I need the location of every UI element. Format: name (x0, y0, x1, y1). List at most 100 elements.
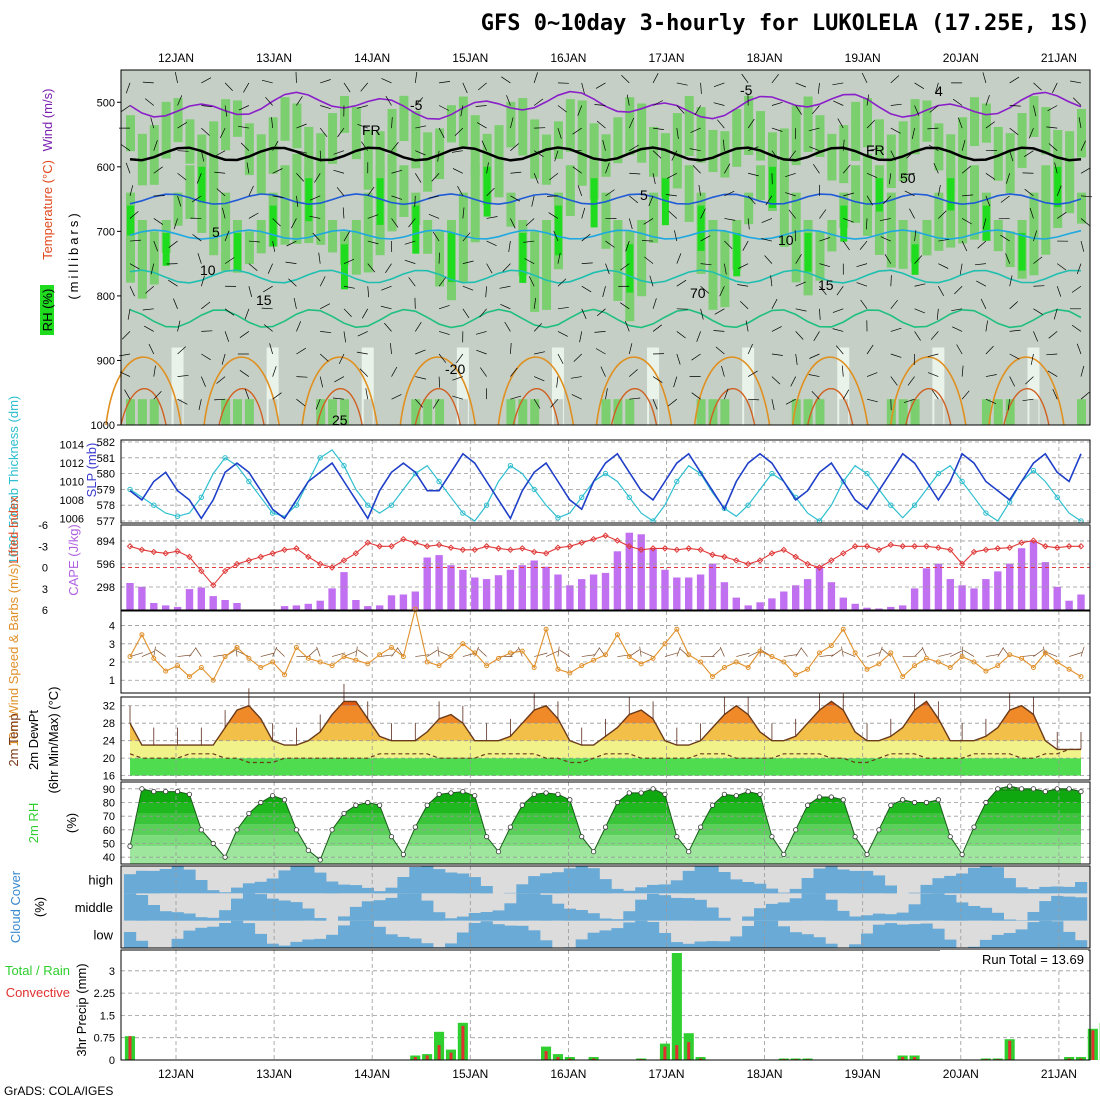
rh-area (387, 153, 397, 232)
temp-band (130, 758, 1081, 776)
rh-area (946, 134, 956, 193)
cloud-bar (635, 899, 648, 921)
thickness-marker (317, 455, 323, 461)
cloud-bar (575, 866, 588, 894)
wind10-barb (1033, 649, 1044, 657)
wind-barb (865, 218, 868, 230)
cloud-bar (433, 869, 446, 894)
lifted-marker (245, 557, 253, 564)
isotherm-label: 15 (256, 292, 272, 308)
rh-area (185, 399, 195, 425)
cloud-bar (254, 894, 267, 921)
wind-barb (481, 140, 487, 151)
rh-marker (579, 834, 585, 840)
rh-marker (424, 802, 430, 808)
cloud-bar (730, 879, 743, 894)
wind-barb (177, 150, 189, 152)
wind-barb (742, 240, 749, 251)
wind-barb (438, 127, 445, 138)
rh-marker (246, 810, 252, 817)
rh-area (232, 100, 242, 137)
wind-barb (927, 372, 939, 377)
lifted-marker (542, 550, 550, 557)
cloud-bar (504, 903, 517, 921)
cloud-bar (611, 888, 624, 894)
pressure-tick-label: 500 (97, 97, 115, 109)
cloud-bar (231, 920, 244, 948)
wind-barb (315, 399, 321, 410)
wind-barb (956, 344, 963, 355)
rh-area-dark (1018, 232, 1026, 271)
wind10-marker (151, 655, 157, 661)
rh-area (839, 399, 849, 425)
rh-area (244, 231, 254, 265)
rh-band (130, 835, 1081, 847)
wind-barb (438, 353, 447, 363)
cape-bar (673, 577, 681, 610)
wind-barb (224, 82, 233, 92)
wind10-marker (389, 644, 395, 650)
rh-area (1077, 108, 1086, 158)
rh-area (922, 399, 932, 425)
wind-barb (909, 208, 915, 219)
rh-marker (983, 799, 989, 806)
wind-barb (748, 146, 759, 152)
rh-area (185, 165, 195, 219)
wind10-barb (534, 652, 548, 657)
wind-barb (819, 286, 827, 296)
wind-barb (438, 376, 441, 388)
wind-barb (293, 298, 297, 309)
cloud-bar (932, 928, 945, 948)
thickness-marker (911, 502, 918, 508)
wind-barb (856, 282, 868, 287)
cloud-level-middle: middle (75, 900, 113, 915)
wind-barb (581, 233, 591, 242)
cloud-bar (944, 875, 957, 894)
wind10-barb (593, 647, 600, 657)
date-label-bottom: 13JAN (256, 1067, 292, 1081)
rh-marker (864, 851, 870, 858)
cloud-bar (777, 926, 790, 948)
cloud-bar (861, 933, 874, 948)
wind-barb (691, 353, 701, 361)
wind-barb (460, 105, 464, 117)
wind-barb (177, 398, 188, 405)
pressure-tick-label: 900 (97, 355, 115, 367)
rh-area-dark (840, 205, 848, 242)
wind-barb (837, 118, 844, 129)
wind-barb (833, 100, 844, 106)
rh-area (577, 399, 587, 425)
wind-barb (676, 353, 681, 365)
wind-barb (938, 210, 947, 219)
wind-barb (391, 218, 399, 228)
wind-barb (927, 127, 939, 130)
wind-barb (653, 127, 664, 130)
wind10-barb (155, 649, 166, 657)
wind-barb (817, 82, 820, 94)
rh-area (280, 165, 290, 245)
precip-convective-bar (592, 1058, 596, 1060)
wind-barb (485, 286, 487, 298)
wind-barb (954, 285, 963, 295)
rh-area (732, 399, 742, 425)
rh-area (1077, 399, 1086, 425)
wind-barb (144, 325, 154, 332)
wind-barb (795, 82, 807, 88)
wind10-marker (305, 655, 311, 661)
rh-area (708, 220, 718, 310)
wind10-marker (555, 666, 561, 672)
wind-barb (486, 263, 493, 274)
wind-barb (700, 82, 702, 94)
rh-area (601, 399, 611, 425)
wind-barb (244, 308, 250, 320)
thickness-marker (1030, 467, 1037, 474)
isotherm-25 (497, 356, 575, 426)
wind10-barb (712, 648, 721, 657)
wind10-barb (426, 649, 438, 657)
wind10-barb (921, 646, 927, 657)
wind10-marker (270, 659, 276, 665)
cloud-bar (777, 892, 790, 894)
wind10-marker (460, 641, 466, 647)
precip-convective-bar (449, 1052, 453, 1060)
wind-barb (600, 366, 606, 377)
